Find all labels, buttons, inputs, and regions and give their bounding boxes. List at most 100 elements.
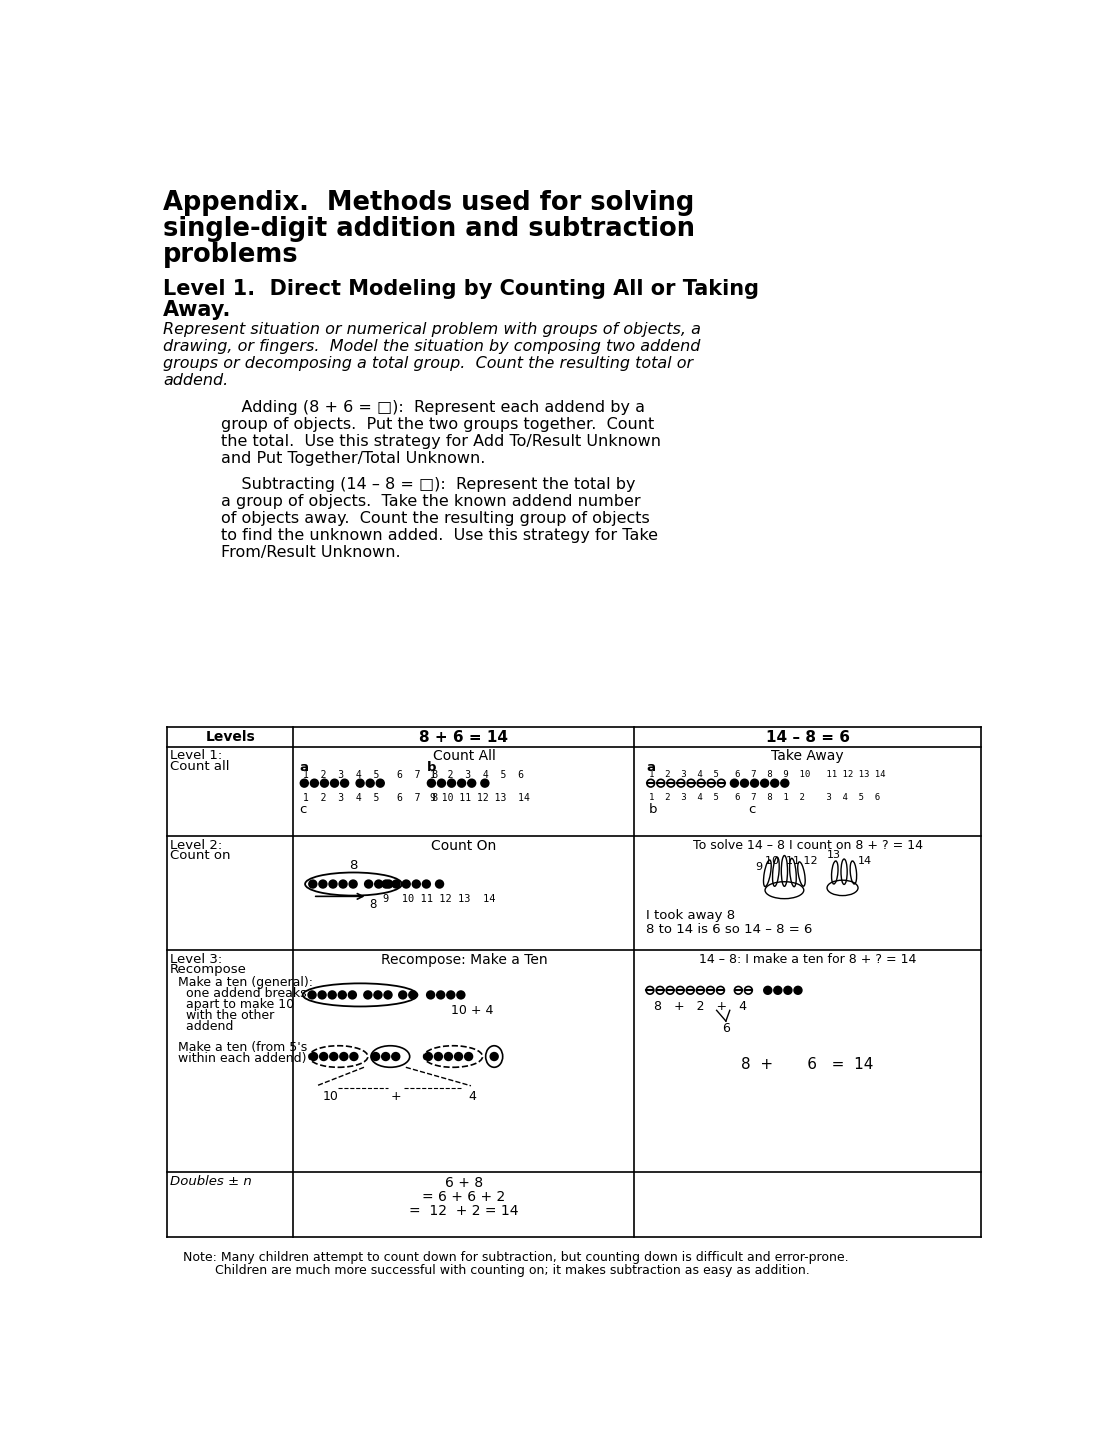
Text: c: c bbox=[300, 804, 307, 817]
Text: Children are much more successful with counting on; it makes subtraction as easy: Children are much more successful with c… bbox=[183, 1264, 810, 1277]
Text: apart to make 10: apart to make 10 bbox=[170, 998, 295, 1011]
Text: Count all: Count all bbox=[170, 761, 230, 774]
Text: Count on: Count on bbox=[170, 850, 231, 863]
Text: Levels: Levels bbox=[205, 731, 255, 743]
Circle shape bbox=[409, 991, 417, 999]
Circle shape bbox=[349, 880, 357, 887]
Circle shape bbox=[340, 1053, 347, 1060]
Text: 1  2  3  4  5  6: 1 2 3 4 5 6 bbox=[430, 771, 524, 779]
Text: 9  10 11 12 13  14: 9 10 11 12 13 14 bbox=[383, 894, 495, 905]
Text: 14: 14 bbox=[858, 856, 872, 866]
Circle shape bbox=[437, 991, 445, 999]
Text: within each addend): within each addend) bbox=[170, 1053, 307, 1066]
Circle shape bbox=[310, 1053, 317, 1060]
Circle shape bbox=[774, 986, 782, 994]
Text: 10 + 4: 10 + 4 bbox=[450, 1004, 493, 1017]
Text: 8 to 14 is 6 so 14 – 8 = 6: 8 to 14 is 6 so 14 – 8 = 6 bbox=[646, 923, 812, 936]
Circle shape bbox=[455, 1053, 463, 1060]
Circle shape bbox=[468, 779, 476, 787]
Text: To solve 14 – 8 I count on 8 + ? = 14: To solve 14 – 8 I count on 8 + ? = 14 bbox=[692, 838, 923, 851]
Text: 1  2  3  4  5   6  7  8  9  10   11 12 13 14: 1 2 3 4 5 6 7 8 9 10 11 12 13 14 bbox=[650, 771, 886, 779]
Circle shape bbox=[375, 880, 383, 887]
Circle shape bbox=[760, 779, 768, 787]
Text: groups or decomposing a total group.  Count the resulting total or: groups or decomposing a total group. Cou… bbox=[164, 355, 693, 371]
Text: 9 10 11 12 13  14: 9 10 11 12 13 14 bbox=[430, 794, 530, 804]
Text: 10: 10 bbox=[323, 1090, 338, 1103]
Text: 14 – 8 = 6: 14 – 8 = 6 bbox=[766, 731, 850, 745]
Text: Adding (8 + 6 = □):  Represent each addend by a: Adding (8 + 6 = □): Represent each adden… bbox=[222, 400, 645, 416]
Circle shape bbox=[376, 779, 384, 787]
Text: 8   +   2   +   4: 8 + 2 + 4 bbox=[654, 1001, 747, 1014]
Circle shape bbox=[320, 1053, 327, 1060]
Text: 14 – 8: I make a ten for 8 + ? = 14: 14 – 8: I make a ten for 8 + ? = 14 bbox=[699, 952, 916, 965]
Circle shape bbox=[445, 1053, 452, 1060]
Circle shape bbox=[385, 880, 393, 887]
Text: 8  +       6   =  14: 8 + 6 = 14 bbox=[741, 1057, 874, 1071]
Text: Level 1:: Level 1: bbox=[170, 749, 223, 762]
Circle shape bbox=[340, 779, 348, 787]
Circle shape bbox=[491, 1053, 498, 1060]
Text: Away.: Away. bbox=[164, 299, 232, 319]
Text: I took away 8: I took away 8 bbox=[646, 909, 735, 922]
Text: Doubles ± n: Doubles ± n bbox=[170, 1175, 252, 1188]
Circle shape bbox=[351, 1053, 357, 1060]
Text: c: c bbox=[748, 804, 756, 817]
Circle shape bbox=[457, 991, 465, 999]
Circle shape bbox=[784, 986, 792, 994]
Text: and Put Together/Total Unknown.: and Put Together/Total Unknown. bbox=[222, 452, 486, 466]
Circle shape bbox=[384, 991, 392, 999]
Text: =  12  + 2 = 14: = 12 + 2 = 14 bbox=[409, 1204, 519, 1218]
Text: Level 1.  Direct Modeling by Counting All or Taking: Level 1. Direct Modeling by Counting All… bbox=[164, 279, 759, 299]
Circle shape bbox=[330, 779, 338, 787]
Text: addend.: addend. bbox=[164, 372, 228, 388]
Circle shape bbox=[328, 991, 336, 999]
Text: Subtracting (14 – 8 = □):  Represent the total by: Subtracting (14 – 8 = □): Represent the … bbox=[222, 477, 636, 492]
Text: single-digit addition and subtraction: single-digit addition and subtraction bbox=[164, 216, 696, 242]
Text: a: a bbox=[300, 761, 309, 774]
Text: 4: 4 bbox=[468, 1090, 476, 1103]
Text: b: b bbox=[427, 761, 437, 774]
Circle shape bbox=[750, 779, 758, 787]
Text: problems: problems bbox=[164, 242, 299, 267]
Text: Note: Many children attempt to count down for subtraction, but counting down is : Note: Many children attempt to count dow… bbox=[183, 1251, 848, 1264]
Circle shape bbox=[329, 880, 337, 887]
Circle shape bbox=[794, 986, 802, 994]
Circle shape bbox=[310, 779, 318, 787]
Text: Level 2:: Level 2: bbox=[170, 838, 223, 851]
Circle shape bbox=[382, 1053, 390, 1060]
Text: a: a bbox=[646, 761, 655, 774]
Circle shape bbox=[392, 880, 400, 887]
Text: Make a ten (general):: Make a ten (general): bbox=[170, 975, 314, 989]
Text: Count All: Count All bbox=[432, 749, 495, 764]
Circle shape bbox=[448, 779, 456, 787]
Circle shape bbox=[318, 991, 326, 999]
Text: +: + bbox=[391, 1090, 401, 1103]
Text: 1  2  3  4  5   6  7  8  1  2    3  4  5  6: 1 2 3 4 5 6 7 8 1 2 3 4 5 6 bbox=[650, 794, 880, 802]
Circle shape bbox=[319, 880, 327, 887]
Circle shape bbox=[365, 880, 373, 887]
Circle shape bbox=[338, 991, 346, 999]
Text: Make a ten (from 5's: Make a ten (from 5's bbox=[170, 1041, 308, 1054]
Text: b: b bbox=[650, 804, 657, 817]
Text: Recompose: Make a Ten: Recompose: Make a Ten bbox=[381, 952, 548, 966]
Circle shape bbox=[447, 991, 455, 999]
Text: 8: 8 bbox=[368, 897, 376, 910]
Circle shape bbox=[438, 779, 446, 787]
Circle shape bbox=[436, 880, 444, 887]
Text: 13: 13 bbox=[827, 850, 841, 860]
Text: From/Result Unknown.: From/Result Unknown. bbox=[222, 545, 401, 561]
Circle shape bbox=[374, 991, 382, 999]
Text: 1  2  3  4  5   6  7  8: 1 2 3 4 5 6 7 8 bbox=[302, 771, 438, 779]
Circle shape bbox=[424, 1053, 432, 1060]
Circle shape bbox=[427, 991, 435, 999]
Circle shape bbox=[348, 991, 356, 999]
Text: to find the unknown added.  Use this strategy for Take: to find the unknown added. Use this stra… bbox=[222, 528, 659, 544]
Circle shape bbox=[366, 779, 374, 787]
Circle shape bbox=[781, 779, 788, 787]
Circle shape bbox=[364, 991, 372, 999]
Text: addend: addend bbox=[170, 1020, 234, 1032]
Circle shape bbox=[458, 779, 466, 787]
Text: a group of objects.  Take the known addend number: a group of objects. Take the known adden… bbox=[222, 495, 641, 509]
Text: Level 3:: Level 3: bbox=[170, 952, 223, 965]
Circle shape bbox=[402, 880, 410, 887]
